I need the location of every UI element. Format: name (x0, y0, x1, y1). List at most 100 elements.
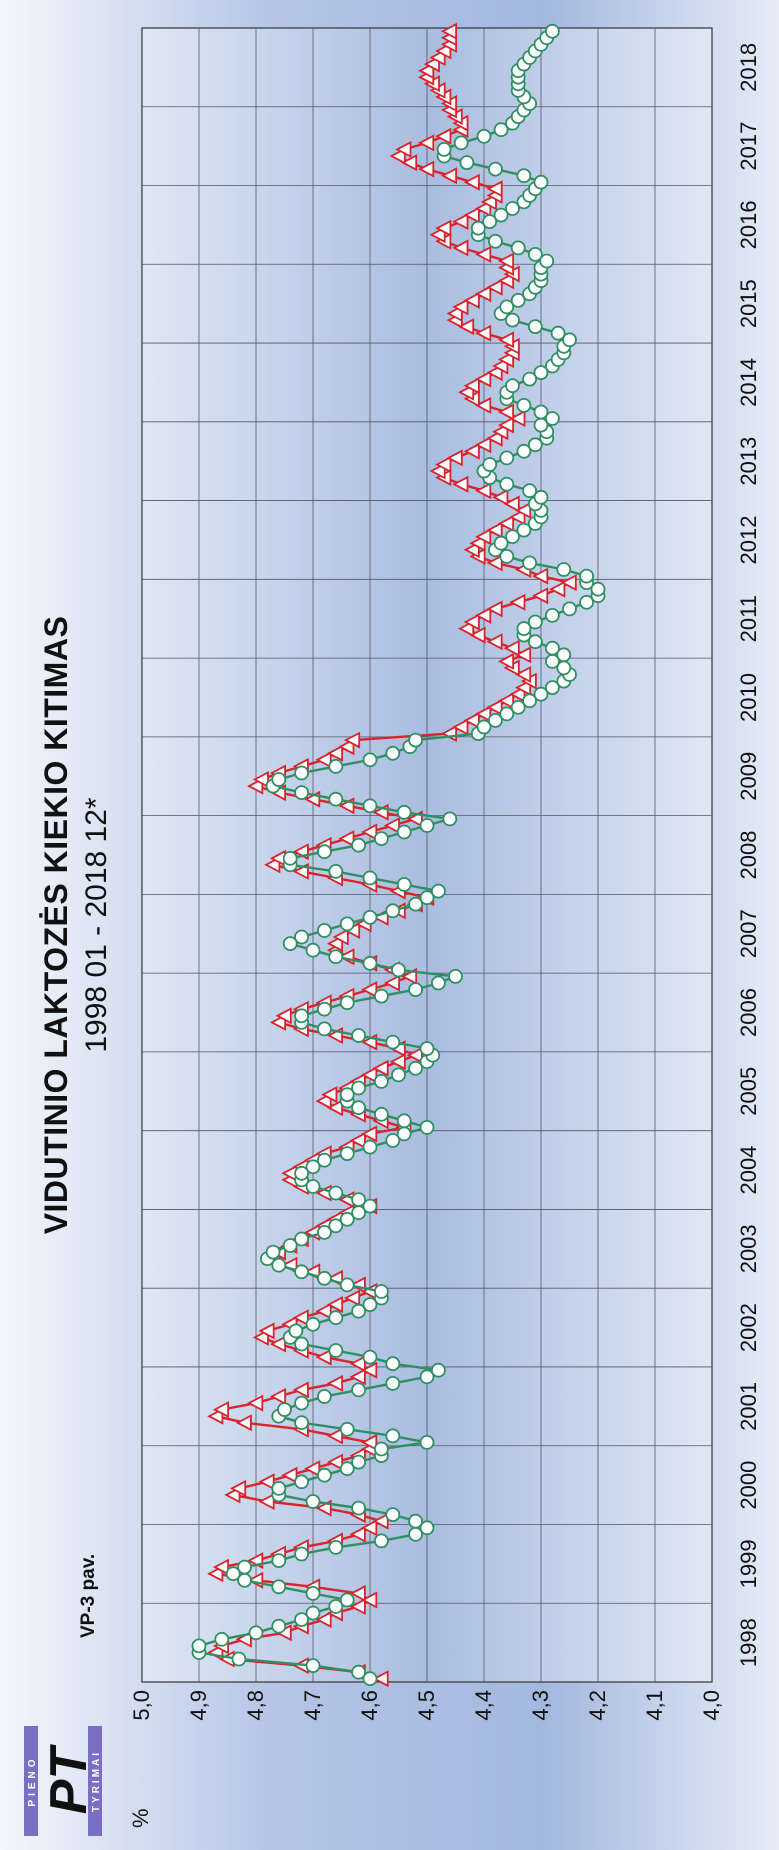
data-point-triangle (229, 1479, 247, 1497)
data-point-circle (277, 1402, 292, 1418)
data-point-circle (288, 1323, 304, 1339)
data-point-circle (351, 1192, 367, 1207)
data-point-circle (533, 489, 549, 505)
data-point-circle (351, 1500, 367, 1516)
data-point-triangle (514, 646, 532, 664)
data-point-circle (499, 299, 515, 315)
data-point-circle (533, 404, 549, 420)
data-point-circle (339, 1146, 355, 1161)
y-tick-label: 5,0 (129, 1690, 154, 1721)
data-point-circle (271, 1618, 287, 1634)
data-point-circle (339, 1211, 355, 1227)
data-point-triangle (469, 626, 486, 644)
y-tick-label: 4,5 (414, 1690, 439, 1721)
data-point-circle (533, 365, 549, 380)
data-point-triangle (463, 206, 480, 224)
data-point-triangle (372, 1512, 389, 1530)
data-point-circle (373, 1533, 389, 1549)
y-tick-label: 4,4 (471, 1690, 496, 1721)
data-point-circle (305, 1585, 321, 1601)
x-tick-label: 2000 (736, 1461, 761, 1510)
data-point-circle (339, 1277, 355, 1293)
data-point-circle (305, 1159, 321, 1175)
data-point-circle (225, 1566, 241, 1582)
data-point-circle (385, 1133, 401, 1148)
data-point-circle (408, 982, 424, 997)
data-point-circle (328, 1218, 344, 1234)
data-point-triangle (486, 600, 503, 618)
data-point-circle (385, 1375, 401, 1391)
data-point-circle (545, 411, 560, 426)
data-point-circle (282, 936, 298, 951)
data-point-circle (499, 476, 515, 492)
data-point-triangle (315, 1302, 332, 1320)
data-point-circle (527, 634, 543, 650)
data-point-triangle (486, 698, 503, 716)
data-point-circle (351, 1664, 367, 1680)
data-point-circle (282, 1238, 298, 1253)
data-point-circle (339, 995, 355, 1011)
x-tick-label: 1999 (736, 1539, 761, 1588)
x-tick-label: 2010 (736, 673, 761, 722)
data-point-circle (442, 811, 458, 827)
data-point-circle (214, 1631, 230, 1647)
data-point-triangle (326, 1296, 344, 1314)
data-point-circle (362, 1198, 378, 1214)
data-point-circle (487, 161, 503, 177)
data-point-circle (476, 719, 492, 735)
data-point-triangle (315, 1348, 332, 1366)
data-point-circle (339, 1592, 355, 1608)
data-point-circle (316, 1467, 332, 1483)
data-point-circle (294, 765, 310, 781)
data-point-circle (328, 1310, 344, 1326)
data-point-triangle (383, 817, 401, 834)
data-point-triangle (497, 331, 514, 349)
data-point-circle (493, 207, 509, 223)
data-point-circle (328, 791, 344, 807)
data-point-circle (556, 647, 572, 663)
data-point-triangle (361, 823, 378, 841)
data-point-triangle (389, 1053, 406, 1071)
data-point-circle (328, 949, 344, 965)
data-point-triangle (406, 1046, 423, 1064)
data-point-circle (373, 1106, 389, 1122)
data-point-triangle (475, 528, 492, 546)
data-point-triangle (457, 318, 475, 336)
data-point-circle (191, 1638, 207, 1654)
data-point-circle (516, 168, 532, 184)
data-point-triangle (452, 213, 469, 231)
data-point-circle (294, 1165, 310, 1181)
data-point-triangle (349, 1355, 366, 1373)
data-point-circle (562, 601, 577, 617)
x-tick-label: 2017 (736, 122, 761, 171)
data-point-circle (527, 319, 543, 334)
data-point-circle (579, 568, 594, 584)
data-point-circle (362, 1349, 378, 1365)
series-layer (191, 22, 606, 1688)
data-point-circle (316, 844, 332, 860)
data-point-triangle (486, 521, 503, 539)
data-point-triangle (247, 1394, 264, 1412)
data-point-triangle (486, 633, 503, 651)
y-tick-label: 4,7 (300, 1690, 325, 1721)
data-point-circle (328, 1185, 344, 1201)
data-point-circle (305, 942, 321, 958)
data-point-circle (522, 555, 537, 571)
data-point-circle (527, 614, 543, 630)
data-point-circle (562, 332, 577, 348)
data-point-circle (510, 699, 526, 715)
data-point-circle (499, 450, 515, 466)
logo-bottom-bar (88, 1726, 102, 1836)
data-point-circle (430, 883, 446, 899)
data-point-circle (419, 890, 435, 906)
data-point-circle (459, 155, 475, 170)
data-point-triangle (321, 1086, 338, 1104)
data-point-triangle (446, 449, 463, 467)
data-point-circle (516, 522, 532, 538)
data-point-circle (545, 680, 560, 695)
data-point-triangle (475, 482, 492, 500)
data-point-triangle (492, 488, 509, 506)
data-point-triangle (560, 574, 577, 592)
